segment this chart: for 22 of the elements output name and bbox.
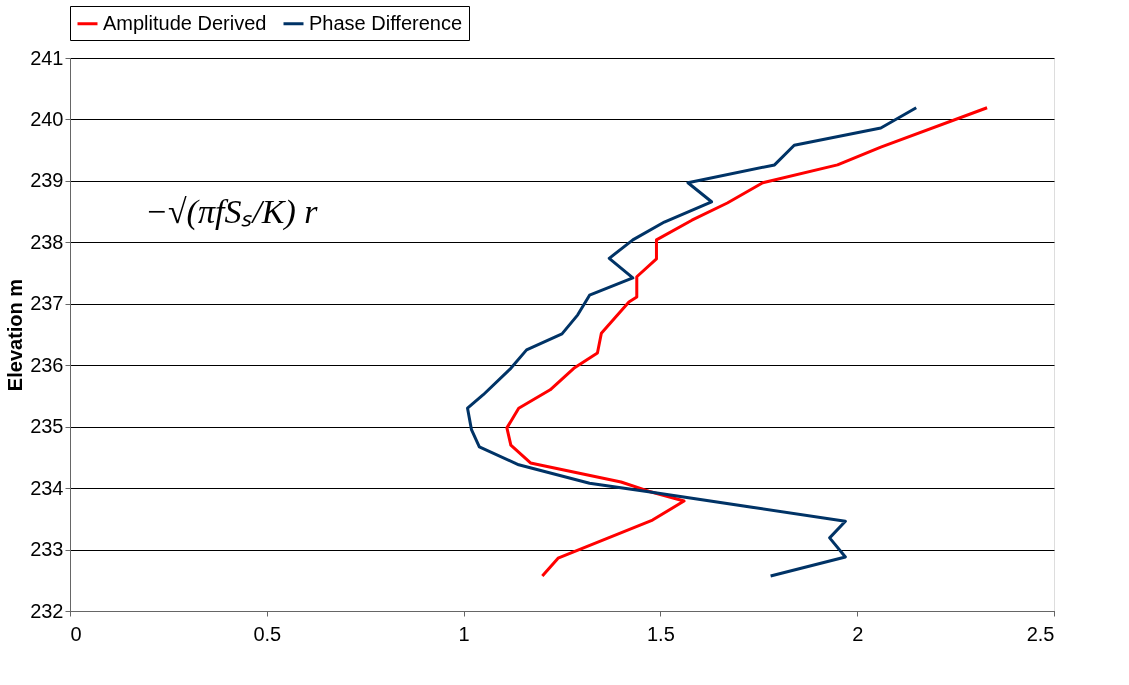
- y-axis-title: Elevation m: [4, 278, 27, 392]
- y-tick-label: 241: [30, 46, 64, 69]
- y-tick-label: 240: [30, 107, 64, 130]
- y-tick-label: 237: [30, 292, 64, 315]
- line-series: [466, 106, 918, 578]
- y-tick-label: 238: [30, 230, 64, 253]
- x-tick-label: 0: [70, 622, 82, 645]
- y-tick-label: 234: [30, 476, 64, 499]
- y-tick-label: 236: [30, 353, 64, 376]
- x-tick-label: 1: [458, 622, 470, 645]
- annotation: −√(πfSₛ/K) r: [145, 193, 319, 231]
- y-tick-label: 232: [30, 599, 64, 622]
- legend-label: Amplitude Derived: [103, 11, 267, 34]
- x-tick-label: 2: [852, 622, 864, 645]
- x-tick-label: 1.5: [646, 622, 675, 645]
- x-tick-label: 2.5: [1026, 622, 1055, 645]
- legend-label: Phase Difference: [309, 11, 463, 34]
- y-tick-label: 235: [30, 415, 64, 438]
- y-tick-label: 233: [30, 538, 64, 561]
- y-tick-label: 239: [30, 169, 64, 192]
- line-series: [505, 106, 989, 578]
- x-tick-label: 0.5: [253, 622, 282, 645]
